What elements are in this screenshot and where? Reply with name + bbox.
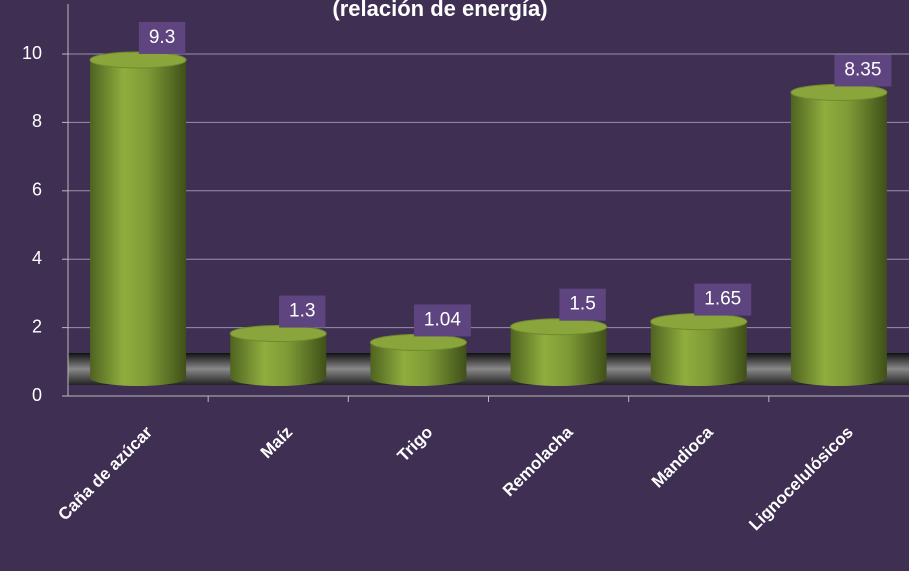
bar (650, 313, 748, 386)
chart-title: (relación de energía) (332, 0, 547, 21)
bar-body (370, 342, 467, 386)
y-tick-label: 10 (22, 43, 42, 63)
y-tick-label: 8 (32, 111, 42, 131)
value-label: 1.04 (424, 309, 461, 330)
value-label: 1.3 (289, 301, 315, 322)
y-tick-label: 6 (32, 180, 42, 200)
value-label-box (138, 21, 186, 54)
bar-body (510, 326, 607, 386)
bar-top (790, 83, 888, 101)
value-label-box (559, 288, 606, 321)
value-label: 1.5 (569, 294, 595, 315)
y-tick-label: 4 (32, 248, 42, 268)
value-label-box (834, 54, 892, 87)
bar-top (369, 333, 467, 351)
y-tick-label: 0 (32, 385, 42, 405)
value-label: 9.3 (149, 27, 175, 48)
bar (229, 325, 327, 386)
bar-top (229, 325, 327, 343)
value-label: 8.35 (844, 59, 881, 80)
value-label: 1.65 (704, 289, 741, 310)
bar (510, 318, 608, 386)
bar-body (230, 333, 327, 386)
bar-top (510, 318, 608, 336)
bar-top (89, 51, 187, 69)
bar-body (650, 321, 747, 386)
bar-body (90, 59, 187, 386)
bar-top (650, 313, 748, 331)
value-label-box (279, 295, 326, 328)
bar (790, 83, 888, 387)
bar-body (790, 92, 887, 387)
value-label-box (694, 283, 752, 316)
bar (369, 333, 467, 386)
value-label-box (413, 304, 471, 337)
y-tick-label: 2 (32, 316, 42, 336)
floor (68, 353, 909, 385)
bar (89, 51, 187, 386)
